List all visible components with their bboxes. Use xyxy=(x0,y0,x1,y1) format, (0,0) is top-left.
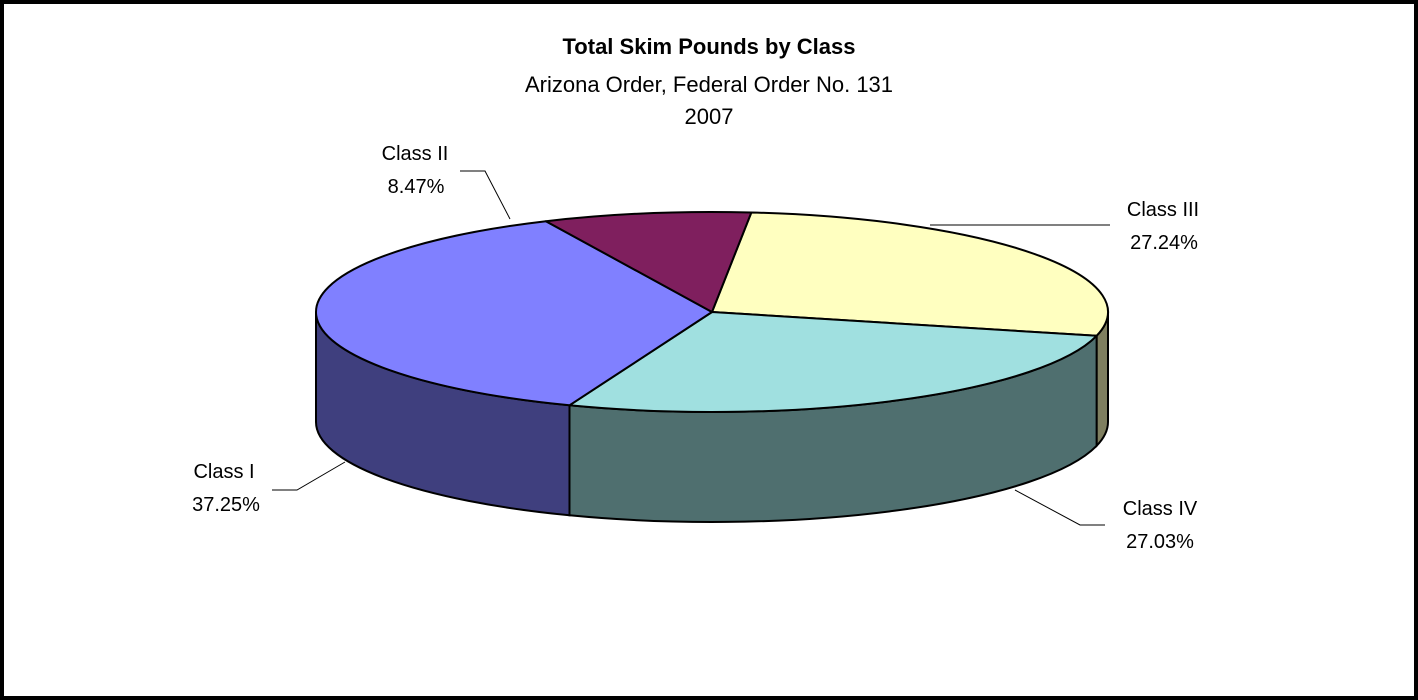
slice-label-class-iv: Class IV 27.03% xyxy=(1123,498,1198,553)
leader-lines xyxy=(272,170,1110,526)
slice-top-class-ii xyxy=(544,211,753,313)
slice-value-class-i: 37.25% xyxy=(192,494,260,516)
slice-value-class-iv: 27.03% xyxy=(1126,531,1194,553)
chart-year: 2007 xyxy=(685,104,734,129)
slice-label-class-iii: Class III 27.24% xyxy=(1127,199,1199,254)
leader-class-i xyxy=(272,461,346,491)
slice-top-class-iv xyxy=(568,311,1098,413)
slice-label-class-ii: Class II 8.47% xyxy=(382,143,449,198)
slice-name-class-i: Class I xyxy=(193,461,254,483)
pie-tops xyxy=(315,211,1109,413)
slice-name-class-iii: Class III xyxy=(1127,199,1199,221)
slice-top-class-iii xyxy=(711,211,1109,337)
slice-label-class-i: Class I 37.25% xyxy=(192,461,260,516)
chart-subtitle: Arizona Order, Federal Order No. 131 xyxy=(525,72,893,97)
slice-value-class-ii: 8.47% xyxy=(388,176,445,198)
chart-title: Total Skim Pounds by Class xyxy=(563,34,856,59)
slice-value-class-iii: 27.24% xyxy=(1130,232,1198,254)
slice-name-class-ii: Class II xyxy=(382,143,449,165)
leader-class-ii xyxy=(460,170,511,220)
slice-top-class-i xyxy=(315,220,713,407)
leader-class-iv xyxy=(1014,489,1105,526)
slice-name-class-iv: Class IV xyxy=(1123,498,1198,520)
